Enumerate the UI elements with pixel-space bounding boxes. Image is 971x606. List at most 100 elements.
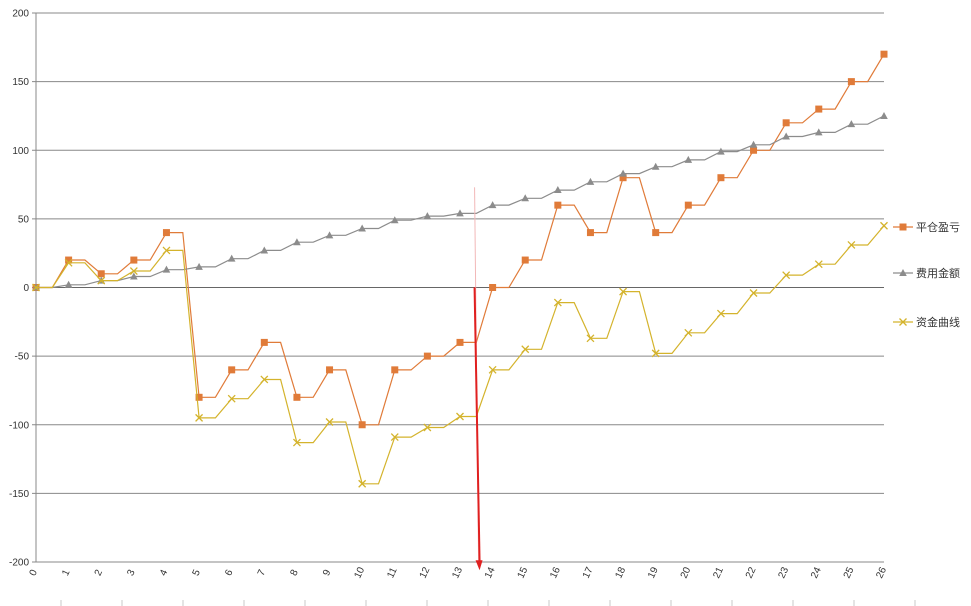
series-2-point (880, 221, 888, 230)
legend-marker-0 (899, 223, 907, 231)
series-0-point (326, 366, 334, 374)
series-1-point (749, 140, 758, 148)
series-1-point (423, 212, 432, 220)
series-1-point (684, 155, 693, 163)
series-1-point (717, 147, 725, 155)
series-2-point (129, 267, 138, 275)
series-2-point (619, 287, 628, 296)
series-2-point (292, 438, 301, 447)
legend-label-1: 费用金额 (916, 266, 960, 280)
series-2-point (782, 271, 791, 280)
series-0-point (293, 393, 301, 401)
x-tick-label: 16 (548, 565, 563, 580)
x-tick-label: 2 (93, 568, 106, 578)
x-tick-label: 11 (385, 566, 400, 580)
x-tick-label: 6 (223, 568, 236, 578)
series-1-point (488, 201, 497, 209)
series-0-point (619, 174, 627, 182)
series-2-point (749, 289, 758, 297)
y-tick-label: 50 (18, 214, 30, 225)
series-0-point (815, 105, 823, 113)
series-2-point (64, 258, 73, 267)
series-2-point (97, 276, 106, 285)
series-0-point (358, 421, 366, 429)
series-0-point (782, 119, 790, 127)
series-0-point (489, 284, 497, 291)
series-2-point (814, 260, 823, 269)
series-1-point (195, 262, 203, 270)
series-1-point (847, 120, 856, 128)
x-tick-label: 25 (842, 565, 857, 580)
x-tick-label: 14 (483, 565, 498, 580)
gridlines (36, 12, 884, 563)
series-1-point (325, 231, 334, 239)
series-2-point (716, 309, 725, 318)
series-1-point (227, 254, 236, 262)
series-1-point (619, 169, 627, 177)
series-2-point (488, 365, 497, 374)
series-0-point (391, 366, 399, 374)
series-0-point (228, 366, 236, 374)
series-0-point (456, 338, 464, 346)
series-0-point (195, 393, 203, 401)
y-tick-label: 200 (12, 9, 29, 20)
series-2-point (651, 349, 660, 358)
y-tick-label: -150 (9, 489, 29, 500)
x-tick-label: 24 (809, 565, 824, 580)
y-tick-label: -200 (9, 558, 29, 569)
series-0-point (423, 352, 431, 360)
series-2-point (521, 345, 530, 354)
series-0-point (554, 201, 562, 209)
series-0-point (684, 201, 692, 209)
x-tick-label: 7 (256, 568, 269, 578)
series-0-point (65, 256, 73, 264)
series-1-point (130, 272, 138, 280)
series-1-point (782, 132, 790, 140)
y-tick-label: -50 (15, 352, 30, 363)
x-tick-label: 12 (418, 565, 433, 580)
legend-label-0: 平仓盈亏 (916, 220, 960, 234)
legend-marker-1 (899, 269, 907, 276)
series-2-point (227, 394, 236, 403)
series-2-point (456, 412, 464, 421)
legend-label-2: 资金曲线 (916, 315, 960, 329)
series-2-point (260, 375, 269, 384)
y-tick-label: 150 (12, 77, 29, 88)
series-lines (32, 50, 888, 488)
series-1-point (293, 238, 301, 246)
series-2-point (586, 334, 595, 343)
x-tick-label: 22 (744, 565, 759, 580)
series-2-point (325, 418, 334, 426)
series-line-2 (36, 225, 885, 485)
x-tick-label: 26 (874, 565, 889, 580)
series-1-point (260, 246, 269, 254)
series-0-point (717, 174, 725, 182)
series-1-point (814, 128, 823, 136)
x-tick-label: 5 (191, 568, 204, 578)
series-2-point (684, 328, 693, 337)
series-1-point (456, 209, 464, 217)
x-tick-label: 13 (450, 565, 465, 580)
annotation-arrow-head (475, 560, 483, 571)
x-tick-label: 15 (516, 565, 531, 580)
legend-marker-2 (899, 318, 907, 326)
x-tick-label: 21 (711, 565, 726, 580)
x-tick-label: 17 (581, 565, 596, 580)
series-1-point (651, 162, 660, 170)
x-tick-label: 23 (777, 565, 792, 580)
x-tick-label: 9 (321, 568, 334, 578)
series-0-point (880, 50, 888, 58)
series-1-point (554, 186, 562, 194)
series-2-point (423, 423, 432, 432)
x-tick-label: 10 (353, 565, 368, 580)
series-1-point (521, 194, 530, 202)
series-0-point (97, 270, 105, 278)
series-0-point (652, 229, 660, 237)
x-tick-label: 20 (679, 565, 694, 580)
series-2-point (390, 433, 399, 442)
series-0-point (162, 229, 170, 237)
series-line-1 (36, 115, 885, 289)
